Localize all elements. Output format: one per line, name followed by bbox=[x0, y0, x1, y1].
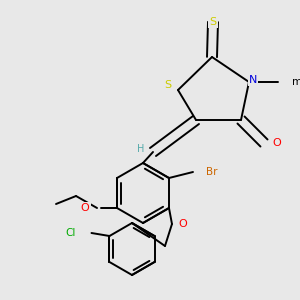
Text: methyl: methyl bbox=[0, 299, 1, 300]
Text: Br: Br bbox=[0, 299, 1, 300]
Text: methyl: methyl bbox=[292, 77, 300, 87]
Text: S: S bbox=[164, 80, 172, 90]
Text: O: O bbox=[273, 138, 281, 148]
Text: N: N bbox=[0, 299, 1, 300]
Text: H: H bbox=[137, 144, 145, 154]
Text: Br: Br bbox=[206, 167, 218, 177]
Text: O: O bbox=[81, 203, 89, 213]
Text: S: S bbox=[0, 299, 1, 300]
Text: Cl: Cl bbox=[65, 228, 76, 238]
Text: S: S bbox=[0, 299, 1, 300]
Text: Cl: Cl bbox=[0, 299, 1, 300]
Text: O: O bbox=[0, 299, 1, 300]
Text: H: H bbox=[0, 299, 1, 300]
Text: S: S bbox=[209, 17, 217, 27]
Text: O: O bbox=[178, 219, 188, 229]
Text: O: O bbox=[0, 299, 1, 300]
Text: N: N bbox=[249, 75, 257, 85]
Text: O: O bbox=[0, 299, 1, 300]
